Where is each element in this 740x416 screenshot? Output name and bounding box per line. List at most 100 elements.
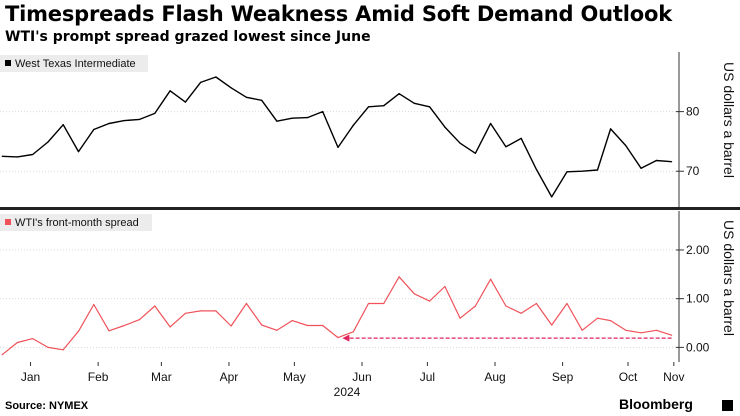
wti-point [610,128,612,130]
spread-point [367,302,370,305]
spread-point [139,319,141,321]
spread-point [77,330,80,332]
spread-point [413,293,415,295]
x-tick-label: Sep [552,370,574,384]
spread-point [261,324,263,326]
wti-point [215,76,217,78]
wti-point [139,118,141,120]
spread-point [16,341,18,344]
y-tick-label: 0.00 [686,340,710,354]
wti-point [261,99,263,101]
spread-point [184,312,186,314]
annotation-arrow-head [342,334,350,342]
wti-legend-label: West Texas Intermediate [15,58,136,70]
spread-point [291,320,293,322]
spread-point [154,305,156,307]
spread-point [535,302,538,305]
wti-point [490,122,492,125]
spread-point [337,337,339,339]
wti-point [474,152,476,154]
spread-point [625,329,627,331]
y-tick-label: 1.00 [686,292,710,306]
chart-title: Timespreads Flash Weakness Amid Soft Dem… [5,2,672,26]
x-tick-label: Oct [619,370,638,384]
spread-point [444,285,446,288]
x-tick-label: Jun [352,370,371,384]
spread-legend-label: WTI's front-month spread [15,217,139,229]
source-note: Source: NYMEX [5,400,89,412]
wti-price-line [2,76,672,198]
wti-point [230,87,232,89]
spread-point [306,324,309,327]
y-tick-label: 70 [686,164,700,178]
spread-legend [0,214,152,231]
wti-point [154,112,156,114]
wti-point [32,153,34,156]
x-tick-label: Apr [220,370,239,384]
wti-point [581,170,583,172]
bottom-y-axis-label: US dollars a barrel [721,220,737,336]
spread-point [200,310,202,312]
wti-point [413,102,415,104]
wti-point [398,93,400,95]
wti-point [566,171,568,173]
wti-point [93,128,95,131]
wti-point [640,167,642,169]
wti-point [47,141,49,143]
x-tick-label: Jan [21,370,40,384]
wti-point [108,122,110,125]
spread-point [610,320,612,322]
spread-point [32,338,34,340]
spread-line [1,276,672,356]
spread-point [322,324,324,327]
wti-point [429,106,431,108]
wti-point [625,145,627,147]
spread-point [640,332,642,334]
wti-point [459,142,461,144]
wti-point [535,168,538,170]
x-tick-label: Nov [663,370,684,384]
wti-point [123,120,125,122]
spread-point [581,329,583,331]
wti-legend-swatch [5,60,11,66]
wti-point [200,81,202,83]
wti-point [1,155,3,157]
spread-point [551,324,553,326]
spread-point [1,354,3,356]
wti-point [383,105,385,107]
spread-point [459,317,461,319]
wti-point [16,156,18,158]
chart-subtitle: WTI's prompt spread grazed lowest since … [5,29,371,45]
wti-point [352,124,354,126]
wti-point [337,146,339,148]
top-y-axis-label: US dollars a barrel [721,62,737,178]
x-tick-label: Feb [88,370,109,384]
bloomberg-logo: Bloomberg [619,396,693,412]
spread-point [474,305,476,307]
wti-point [291,117,293,119]
y-tick-label: 80 [686,105,700,119]
spread-point [520,312,522,314]
wti-point [596,169,599,171]
spread-point [215,310,217,312]
spread-point [276,329,278,331]
wti-point [169,90,171,92]
x-tick-label: Mar [151,370,172,384]
spread-point [429,300,431,302]
spread-point [596,317,599,319]
spread-point [505,305,507,307]
wti-point [444,126,446,128]
spread-point [62,349,64,351]
bloomberg-logo-mark [722,400,733,411]
wti-point [520,137,522,139]
spread-point [566,302,568,305]
y-tick-label: 2.00 [686,243,710,257]
wti-point [551,196,553,198]
wti-point [671,161,673,163]
spread-point [169,326,171,328]
spread-point [123,324,125,327]
wti-point [62,124,64,126]
spread-point [230,325,232,327]
x-tick-label: Aug [484,370,505,384]
